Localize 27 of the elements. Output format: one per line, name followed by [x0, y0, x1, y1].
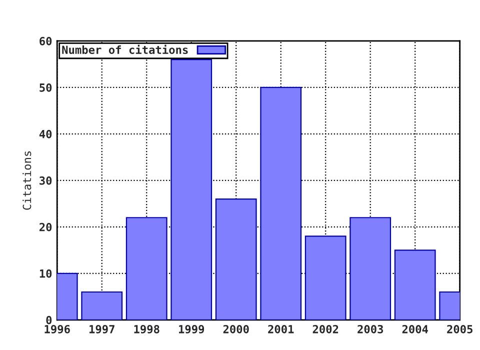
- x-tick-label: 1999: [179, 325, 204, 334]
- y-tick-label: 20: [40, 222, 52, 232]
- x-tick-label: 2001: [268, 324, 294, 334]
- x-tick-label: 1997: [90, 325, 114, 334]
- bar: [350, 217, 392, 320]
- y-tick-label: 60: [40, 36, 52, 46]
- x-tick-label: 2003: [358, 324, 384, 334]
- bar: [215, 198, 257, 320]
- y-axis-title: Citations: [22, 151, 32, 210]
- y-tick-label: 30: [40, 176, 52, 185]
- x-tick-label: 1996: [44, 324, 70, 334]
- legend-label: Number of citations: [62, 44, 188, 54]
- x-tick-label: 2000: [223, 324, 249, 334]
- bar: [260, 86, 302, 320]
- bar: [81, 291, 123, 320]
- x-tick-label: 2005: [447, 324, 472, 334]
- y-tick-label: 10: [40, 269, 52, 278]
- y-tick-label: 50: [40, 83, 52, 92]
- bar: [126, 217, 168, 320]
- y-tick-label: 0: [46, 316, 52, 324]
- x-tick-label: 2004: [402, 324, 428, 334]
- y-tick-label: 40: [39, 130, 52, 138]
- x-tick-label: 1998: [134, 324, 160, 334]
- x-tick-label: 2002: [312, 324, 338, 334]
- bar: [394, 250, 436, 320]
- bar: [304, 236, 346, 320]
- bar: [170, 58, 212, 320]
